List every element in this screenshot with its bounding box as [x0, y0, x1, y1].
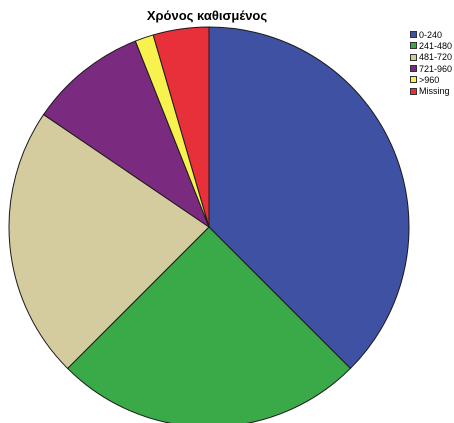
legend-item: 0-240	[410, 29, 452, 40]
legend-label: 721-960	[419, 63, 453, 74]
pie-slice-241-480	[66, 226, 352, 423]
legend-label: >960	[419, 74, 440, 85]
legend-swatch	[410, 65, 417, 73]
legend-item: >960	[410, 74, 452, 85]
pie-slices	[8, 26, 410, 423]
legend-label: Missing	[419, 86, 450, 97]
legend-swatch	[410, 76, 417, 84]
pie-slice-missing	[152, 26, 210, 228]
legend-item: Missing	[410, 85, 452, 96]
legend-label: 481-720	[419, 52, 453, 63]
pie-slice-721-960	[42, 40, 211, 229]
legend-item: 721-960	[410, 63, 452, 74]
pie-slice-481-720	[8, 113, 210, 370]
legend-swatch	[410, 31, 417, 39]
legend-label: 241-480	[419, 40, 453, 51]
legend-item: 241-480	[410, 40, 452, 51]
legend-swatch	[410, 53, 417, 61]
pie-slice-0-240	[208, 26, 410, 370]
legend-item: 481-720	[410, 52, 452, 63]
legend-swatch	[410, 42, 417, 50]
legend: 0-240 241-480 481-720 721-960 >960 Missing	[410, 29, 452, 97]
legend-swatch	[410, 87, 417, 95]
chart-title: Χρόνος καθισμένος	[146, 8, 268, 23]
legend-label: 0-240	[419, 29, 443, 40]
